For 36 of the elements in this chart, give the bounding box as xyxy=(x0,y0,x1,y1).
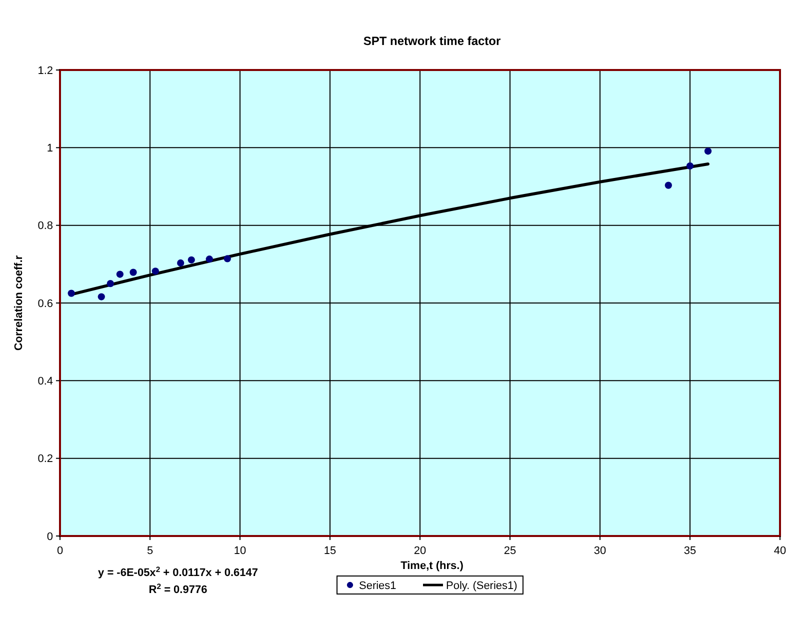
y-tick-label: 1 xyxy=(46,142,53,155)
point xyxy=(206,256,213,263)
x-tick-label: 25 xyxy=(504,545,516,557)
y-tick-label: 0 xyxy=(46,530,53,543)
point xyxy=(664,182,672,189)
point xyxy=(152,268,159,275)
x-tick-label: 15 xyxy=(324,545,336,557)
y-tick-label: 1.2 xyxy=(38,64,53,77)
point xyxy=(106,280,114,288)
legend-label: Poly. (Series1) xyxy=(446,580,518,592)
legend-label: Series1 xyxy=(359,580,396,592)
x-tick-label: 40 xyxy=(774,545,786,557)
y-tick-label: 0.4 xyxy=(38,376,53,388)
text: y = -6E-05x$^{2}$ + 0.0117x + 0.6147 xyxy=(98,564,258,579)
x-axis-title: Time,t (hrs.) xyxy=(400,560,464,572)
x-tick-label: 30 xyxy=(594,545,606,557)
point xyxy=(177,259,184,267)
point xyxy=(130,268,137,276)
point xyxy=(188,256,195,264)
y-tick-label: 0.8 xyxy=(38,220,53,232)
chart-title: SPT network time factor xyxy=(363,34,502,48)
x-tick-label: 10 xyxy=(234,545,246,557)
point xyxy=(98,293,105,300)
y-tick-label: 0.6 xyxy=(38,298,53,310)
y-axis-title: Correlation coeff.r xyxy=(13,254,25,351)
x-tick-label: 0 xyxy=(56,545,64,557)
point xyxy=(704,148,712,155)
x-tick-label: 35 xyxy=(684,545,696,557)
text: R$^{2}$ = 0.9776 xyxy=(148,582,208,596)
point xyxy=(116,270,124,278)
point xyxy=(224,255,231,262)
point xyxy=(68,290,75,297)
x-tick-label: 20 xyxy=(414,545,426,557)
point xyxy=(686,162,694,170)
y-tick-label: 0.2 xyxy=(38,453,53,466)
x-tick-label: 5 xyxy=(146,545,154,557)
